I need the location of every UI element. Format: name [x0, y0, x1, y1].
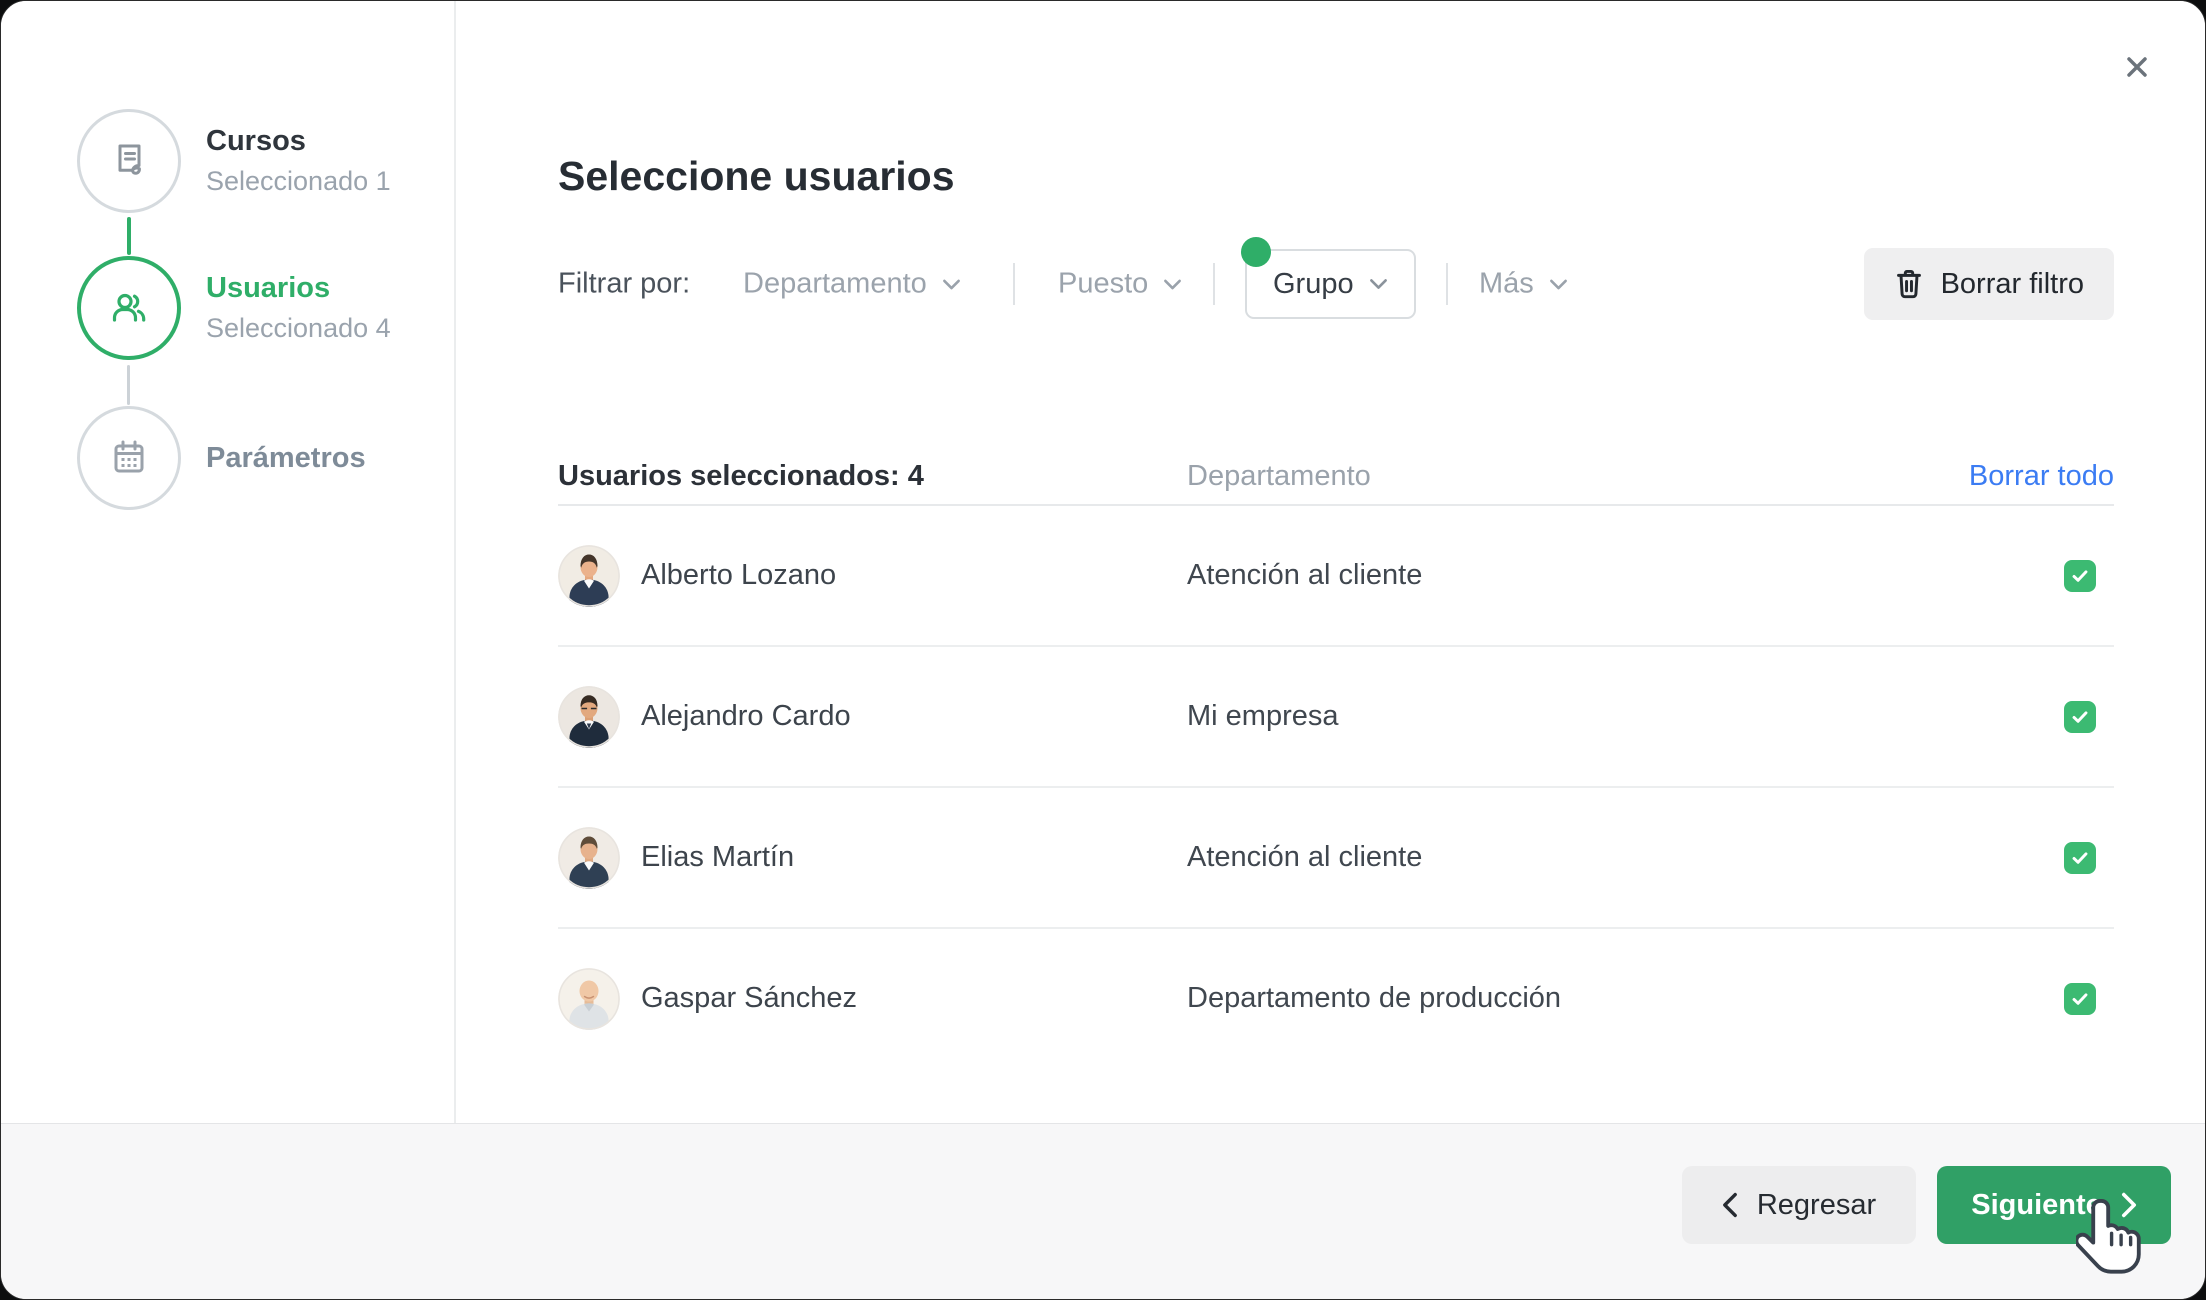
- table-header: Usuarios seleccionados: 4 Departamento B…: [558, 448, 2114, 506]
- chevron-down-icon: [1164, 279, 1182, 289]
- filter-separator: [1446, 263, 1448, 305]
- step-circle: [77, 406, 181, 510]
- department-column-header: Departamento: [1187, 459, 1371, 492]
- user-cell: Gaspar Sánchez: [558, 967, 1187, 1030]
- check-icon: [2072, 992, 2088, 1005]
- user-name: Gaspar Sánchez: [641, 982, 858, 1014]
- step-connector: [127, 365, 130, 405]
- scroll-icon: [118, 144, 141, 175]
- user-name: Alberto Lozano: [641, 559, 837, 591]
- clear-filter-label: Borrar filtro: [1940, 267, 2084, 300]
- dropdown-label: Más: [1479, 267, 1534, 300]
- users-icon: [112, 293, 146, 322]
- filter-dropdown-grupo[interactable]: Grupo: [1241, 237, 1416, 319]
- main-panel: Seleccione usuarios Filtrar por: Departa…: [456, 1, 2205, 1123]
- filter-dropdown-mas[interactable]: Más: [1479, 268, 1568, 301]
- user-department: Departamento de producción: [1187, 982, 1562, 1014]
- user-department: Atención al cliente: [1187, 841, 1423, 873]
- table-row[interactable]: Alberto Lozano Atención al cliente: [558, 506, 2114, 647]
- chevron-down-icon: [1369, 279, 1387, 289]
- clear-filter-button[interactable]: Borrar filtro: [1863, 248, 2114, 320]
- active-filter-indicator: [1241, 237, 1271, 267]
- user-checkbox-checked[interactable]: [2064, 700, 2096, 733]
- step-circle: [77, 256, 181, 360]
- avatar: [558, 967, 620, 1030]
- user-cell: Elias Martín: [558, 826, 1187, 889]
- filter-bar: Filtrar por: Departamento Puesto Grupo: [558, 237, 1758, 319]
- wizard-step-parametros[interactable]: Parámetros: [77, 406, 366, 510]
- wizard-step-cursos[interactable]: Cursos Seleccionado 1: [77, 109, 391, 213]
- selected-users-table: Usuarios seleccionados: 4 Departamento B…: [558, 448, 2114, 1068]
- page-title: Seleccione usuarios: [558, 153, 955, 199]
- check-icon: [2072, 851, 2088, 864]
- dropdown-label: Puesto: [1058, 267, 1149, 300]
- wizard-step-usuarios[interactable]: Usuarios Seleccionado 4: [77, 256, 391, 360]
- trash-icon: [1896, 269, 1921, 299]
- filter-dropdown-departamento[interactable]: Departamento: [743, 268, 961, 301]
- table-row[interactable]: Elias Martín Atención al cliente: [558, 788, 2114, 929]
- user-name: Elias Martín: [641, 841, 795, 873]
- selected-count-label: Usuarios seleccionados: 4: [558, 459, 924, 492]
- back-button[interactable]: Regresar: [1682, 1166, 1916, 1244]
- user-name: Alejandro Cardo: [641, 700, 851, 732]
- filter-label: Filtrar por:: [558, 267, 691, 300]
- check-icon: [2072, 710, 2088, 723]
- filter-separator: [1013, 263, 1015, 305]
- step-label: Parámetros: [206, 441, 366, 474]
- user-checkbox-checked[interactable]: [2064, 841, 2096, 874]
- dropdown-label: Departamento: [743, 267, 927, 300]
- step-circle: [77, 109, 181, 213]
- table-row[interactable]: Alejandro Cardo Mi empresa: [558, 647, 2114, 788]
- wizard-sidebar: Cursos Seleccionado 1 Usuarios Seleccion…: [1, 1, 456, 1123]
- avatar: [558, 826, 620, 889]
- step-text: Usuarios Seleccionado 4: [206, 270, 391, 345]
- step-text: Parámetros: [206, 440, 366, 476]
- user-checkbox-checked[interactable]: [2064, 982, 2096, 1015]
- calendar-icon: [114, 440, 144, 473]
- modal-footer: Regresar Siguiente: [1, 1123, 2205, 1299]
- step-label: Cursos: [206, 125, 306, 158]
- chevron-down-icon: [1549, 279, 1567, 289]
- step-text: Cursos Seleccionado 1: [206, 123, 391, 198]
- user-department: Atención al cliente: [1187, 559, 1423, 591]
- user-cell: Alejandro Cardo: [558, 685, 1187, 748]
- step-sublabel: Seleccionado 1: [206, 165, 391, 196]
- clear-all-link[interactable]: Borrar todo: [1968, 459, 2114, 492]
- close-icon: [2127, 57, 2147, 77]
- filter-separator: [1213, 263, 1215, 305]
- avatar: [558, 685, 620, 748]
- next-button-label: Siguiente: [1971, 1188, 2102, 1221]
- chevron-down-icon: [942, 279, 960, 289]
- step-sublabel: Seleccionado 4: [206, 312, 391, 343]
- user-cell: Alberto Lozano: [558, 544, 1187, 607]
- modal-content: Cursos Seleccionado 1 Usuarios Seleccion…: [1, 1, 2205, 1123]
- avatar: [558, 544, 620, 607]
- filter-dropdown-puesto[interactable]: Puesto: [1058, 268, 1182, 301]
- table-row[interactable]: Gaspar Sánchez Departamento de producció…: [558, 929, 2114, 1068]
- check-icon: [2072, 569, 2088, 582]
- user-checkbox-checked[interactable]: [2064, 559, 2096, 592]
- chevron-right-icon: [2121, 1192, 2136, 1218]
- user-department: Mi empresa: [1187, 700, 1339, 732]
- back-button-label: Regresar: [1756, 1188, 1877, 1221]
- step-connector-active: [127, 217, 131, 255]
- next-button[interactable]: Siguiente: [1937, 1166, 2171, 1244]
- step-label: Usuarios: [206, 272, 331, 305]
- dropdown-label: Grupo: [1273, 267, 1354, 300]
- close-button[interactable]: [2115, 45, 2159, 89]
- chevron-left-icon: [1722, 1192, 1737, 1218]
